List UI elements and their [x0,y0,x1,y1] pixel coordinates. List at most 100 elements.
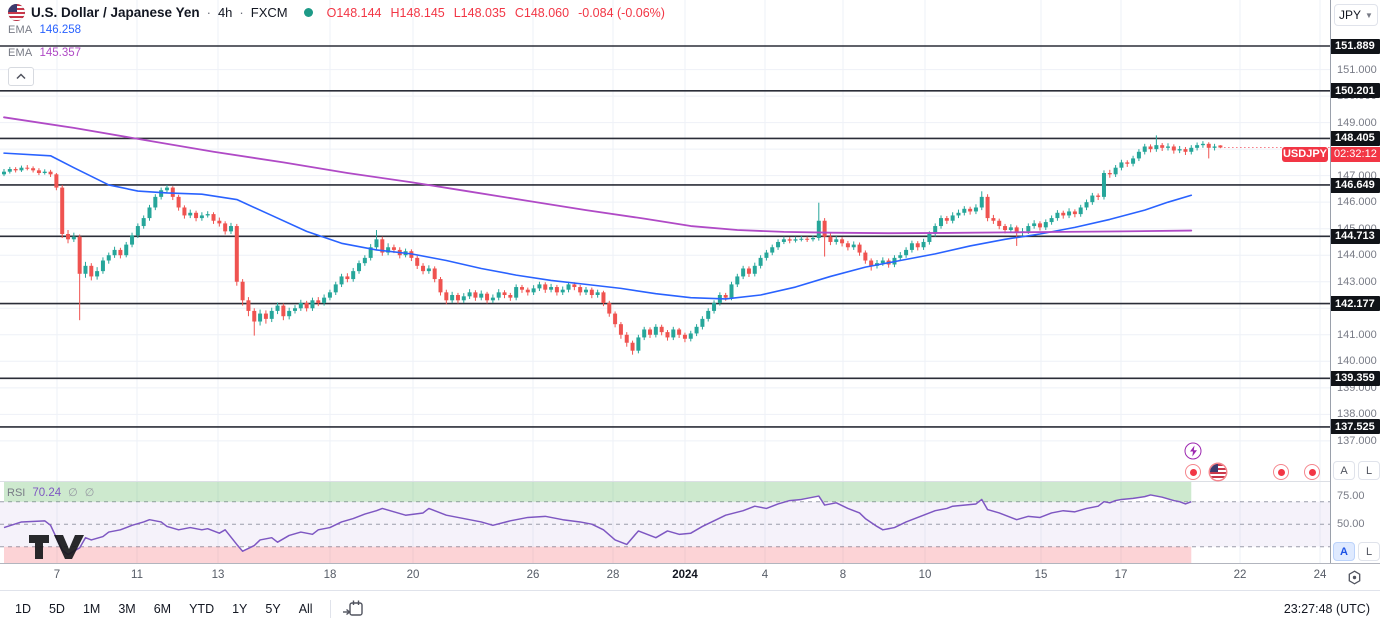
candle-body [1177,149,1182,151]
range-button-1y[interactable]: 1Y [232,601,248,616]
gear-icon [1348,569,1360,585]
price-level-badge: 144.713 [1330,228,1380,244]
last-price-symbol-badge[interactable]: USDJPY [1282,146,1328,162]
candle-body [1125,162,1130,164]
candle-body [630,342,635,351]
candle-body [1067,211,1072,216]
candle-body [1037,223,1042,228]
us-flag-icon[interactable] [1210,464,1226,480]
economic-event-icon[interactable] [1304,464,1320,480]
range-button-6m[interactable]: 6M [153,601,172,616]
economic-event-icon[interactable] [1273,464,1289,480]
candle-body [1166,146,1170,148]
price-level-badge: 142.177 [1330,296,1380,312]
candle-body [607,302,612,314]
tradingview-logo[interactable] [28,531,100,564]
candle-body [869,260,874,266]
rsi-log-scale-button[interactable]: L [1358,542,1380,561]
auto-scale-button[interactable]: A [1333,461,1355,480]
price-scale[interactable]: JPY ▼ 151.000150.000149.000147.000146.00… [1330,0,1380,563]
candle-body [933,226,938,235]
candle-body [601,292,606,303]
range-button-5d[interactable]: 5D [48,601,65,616]
pane-divider[interactable] [0,481,1330,482]
price-level-badge: 148.405 [1330,130,1380,146]
candle-body [857,244,862,253]
chart-canvas[interactable] [0,0,1330,563]
economic-event-icon[interactable] [1185,464,1201,480]
candle-body [252,310,257,322]
range-button-5y[interactable]: 5Y [265,601,281,616]
candle-body [19,167,24,171]
candle-body [293,308,297,311]
candle-body [584,289,588,293]
range-button-ytd[interactable]: YTD [189,601,215,616]
time-axis-label: 2024 [672,569,698,581]
log-scale-button[interactable]: L [1358,461,1380,480]
symbol-title[interactable]: U.S. Dollar / Japanese Yen [31,5,200,20]
collapse-legend-button[interactable] [8,67,34,86]
time-axis-label: 15 [1034,569,1048,581]
candle-body [543,284,548,290]
time-axis[interactable]: 7 11 13 18 20 26 28 2024 4 8 10 15 17 22 24 [0,564,1380,590]
rsi-legend[interactable]: RSI 70.24 ∅ ∅ [7,486,94,500]
candle-body [455,294,460,301]
candle-body [287,310,292,317]
candle-body [1200,143,1205,146]
candle-body [176,196,181,208]
time-axis-label: 7 [53,569,61,581]
candle-body [316,300,321,303]
rsi-scale-mode-buttons: A L [1333,542,1380,561]
candle-body [1084,202,1089,208]
candle-body [554,287,559,293]
time-axis-label: 11 [131,569,143,581]
candle-body [636,337,641,351]
price-scale-label: 140.000 [1337,355,1377,368]
range-button-3m[interactable]: 3M [118,601,136,616]
range-button-all[interactable]: All [298,601,313,616]
candle-body [694,326,699,334]
axis-settings-button[interactable] [1342,565,1366,589]
interval-label[interactable]: 4h [217,5,233,20]
candle-body [351,271,356,280]
utc-clock[interactable]: 23:27:48 (UTC) [1283,601,1370,616]
candle-body [1101,173,1106,197]
lightning-icon[interactable] [1184,442,1202,460]
candle-body [677,329,682,335]
candle-body [985,196,990,219]
candle-body [589,289,594,295]
market-status-icon[interactable] [303,8,313,17]
price-level-badge: 151.889 [1330,38,1380,54]
candle-body [723,294,728,298]
rsi-auto-scale-button[interactable]: A [1333,542,1355,561]
separator-dot: · [206,5,211,20]
candle-body [71,236,76,240]
time-axis-label: 26 [526,569,540,581]
separator-dot: · [239,5,244,20]
ema-fast-line[interactable] [3,152,1193,300]
candle-body [106,255,111,261]
candle-body [7,169,12,172]
candle-body [240,281,245,301]
candle-body [1195,145,1200,148]
ema-slow-line[interactable] [3,116,1193,235]
candle-body [327,292,332,298]
candle-body [1154,145,1159,150]
ema-fast-legend[interactable]: EMA 146.258 [8,24,81,36]
candle-body [840,239,845,244]
range-button-1d[interactable]: 1D [15,601,31,616]
tradingview-logo-icon [29,535,84,559]
candle-body [944,218,949,221]
goto-date-button[interactable] [339,597,367,621]
change-value: -0.084 (-0.06%) [578,5,665,20]
currency-dropdown[interactable]: JPY ▼ [1334,4,1378,26]
rsi-scale-label: 75.00 [1337,490,1365,503]
rsi-line[interactable] [3,494,1192,556]
candle-body [490,297,495,301]
candle-body [735,276,740,285]
candle-body [263,313,268,319]
ema-slow-legend[interactable]: EMA 145.357 [8,47,81,59]
range-button-1m[interactable]: 1M [82,601,101,616]
price-scale-label: 146.000 [1337,196,1377,209]
bar-countdown-badge: 02:32:12 [1330,146,1380,162]
